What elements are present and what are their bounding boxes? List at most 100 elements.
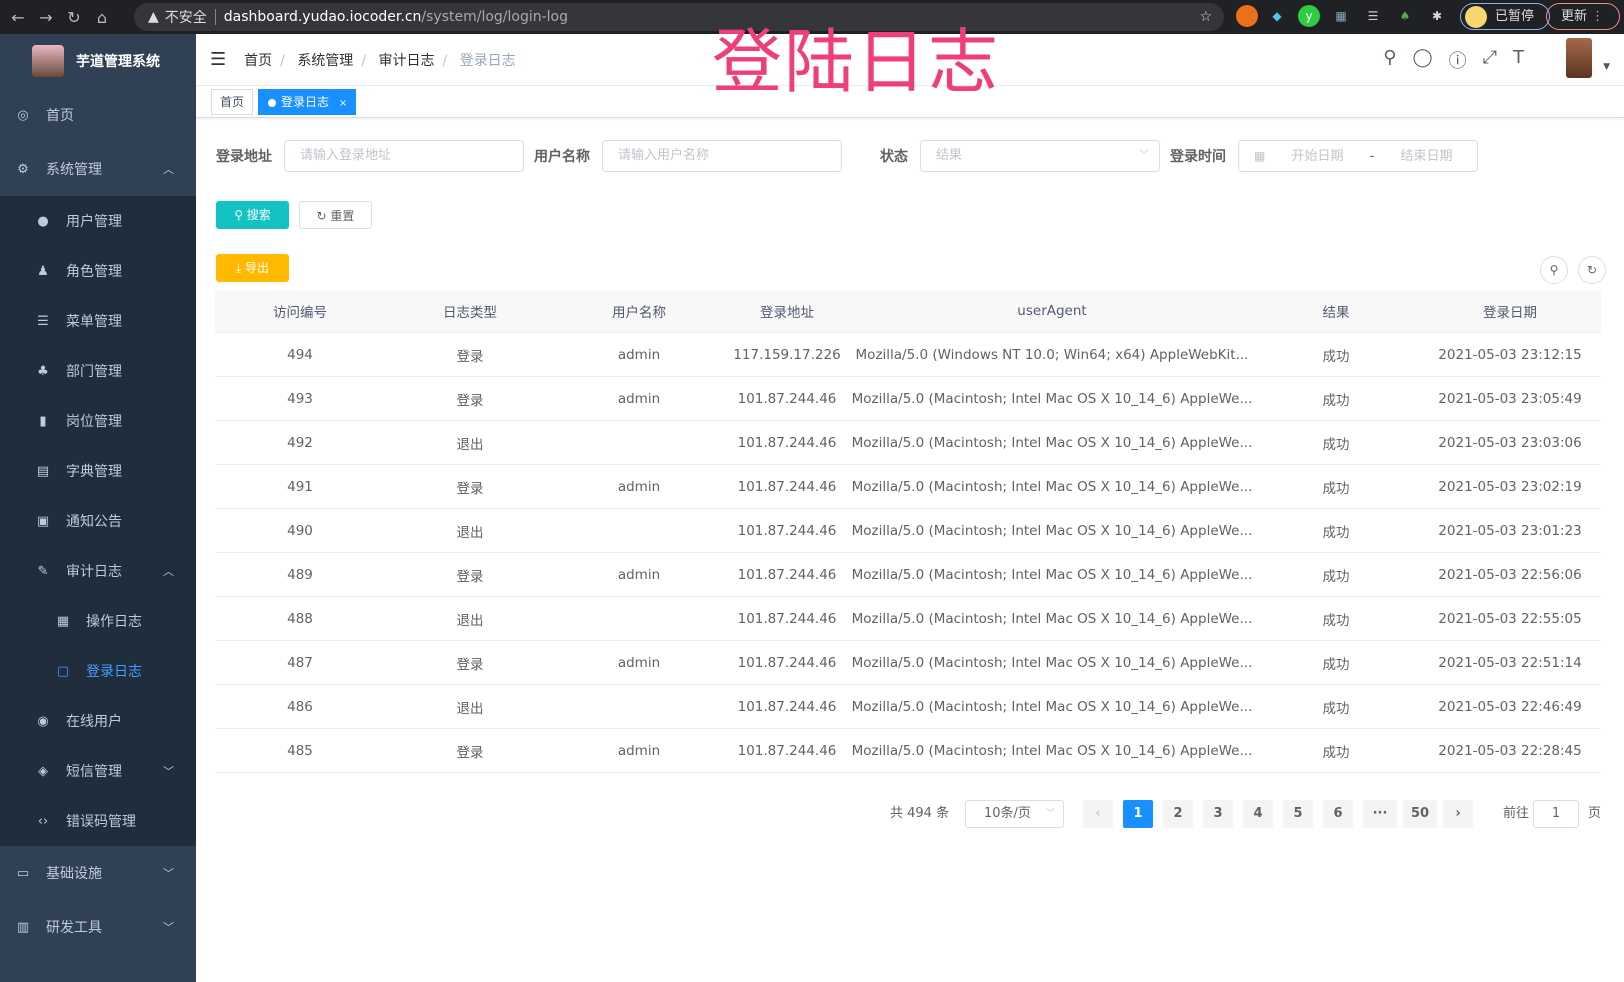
back-icon[interactable]: ← (11, 7, 25, 27)
sidebar-item[interactable]: ◈ 短信管理 ﹀ (0, 746, 196, 796)
status-label: 状态 (880, 149, 908, 165)
extension-icon[interactable]: ♠ (1399, 9, 1411, 23)
page-button[interactable]: 1 (1123, 800, 1153, 828)
breadcrumb-item[interactable]: 审计日志 (378, 52, 435, 69)
refresh-icon: ↻ (316, 209, 331, 223)
extension-icon[interactable]: ☰ (1367, 9, 1379, 23)
refresh-icon[interactable]: ↻ (1578, 256, 1606, 284)
sidebar-item[interactable]: ◉ 在线用户 (0, 696, 196, 746)
date-range-picker[interactable]: ▦ 开始日期 - 结束日期 (1238, 140, 1478, 172)
table-cell: 登录 (456, 480, 484, 497)
breadcrumb-item[interactable]: 首页 (244, 52, 273, 69)
sidebar-item-label: 短信管理 (66, 764, 122, 780)
page-button[interactable]: ··· (1363, 800, 1397, 828)
search-icon[interactable]: ⚲ (1383, 46, 1397, 68)
goto-label: 前往 (1503, 806, 1530, 821)
extension-icon[interactable] (1236, 5, 1258, 27)
table-cell: 成功 (1322, 568, 1350, 585)
profile-button[interactable]: 已暂停 (1460, 3, 1550, 30)
browser-toolbar: ← → ↻ ⌂ ▲ 不安全 dashboard.yudao.iocoder.cn… (0, 0, 1624, 34)
page-size-select[interactable]: 10条/页 ﹀ (965, 800, 1064, 828)
page-button[interactable]: 5 (1283, 800, 1313, 828)
sidebar-item-label: 基础设施 (46, 866, 102, 882)
caret-down-icon[interactable]: ▼ (1603, 62, 1610, 72)
update-button[interactable]: 更新 ⋮ (1546, 3, 1620, 30)
table-cell: 101.87.244.46 (737, 698, 837, 715)
sidebar-item[interactable]: ♣ 部门管理 (0, 346, 196, 396)
chevron-down-icon: ﹀ (1045, 809, 1055, 819)
sidebar-item[interactable]: ▥ 研发工具 ﹀ (0, 900, 196, 954)
column-header: 用户名称 (612, 305, 666, 321)
toggle-search-icon[interactable]: ⚲ (1540, 256, 1568, 284)
puzzle-icon[interactable]: ✱ (1431, 9, 1443, 23)
reset-label: 重置 (330, 209, 355, 223)
table-cell: Mozilla/5.0 (Macintosh; Intel Mac OS X 1… (851, 698, 1253, 715)
search-icon: ⚲ (234, 208, 247, 222)
goto-page-input[interactable]: 1 (1533, 800, 1579, 828)
sidebar: 芋道管理系统 ◎ 首页 ⚙ 系统管理 ︿ ● 用户管理 ♟ 角色管理 ☰ 菜单管理 ♣ 部门管理 ▮ 岗位管… (0, 34, 196, 982)
hamburger-icon[interactable]: ☰ (210, 49, 227, 70)
reload-icon[interactable]: ↻ (67, 7, 81, 27)
page-button[interactable]: 6 (1323, 800, 1353, 828)
fullscreen-icon[interactable]: ⤢ (1482, 46, 1497, 68)
sidebar-item[interactable]: ▣ 通知公告 (0, 496, 196, 546)
close-icon[interactable]: × (338, 98, 348, 109)
forward-icon[interactable]: → (39, 7, 53, 27)
page-button[interactable]: 2 (1163, 800, 1193, 828)
breadcrumb-item[interactable]: 系统管理 (297, 52, 354, 69)
bookmark-star-icon[interactable]: ☆ (1199, 9, 1212, 25)
extension-icon[interactable]: ◆ (1272, 9, 1282, 23)
avatar[interactable] (1566, 38, 1592, 78)
table-cell: 485 (287, 742, 313, 759)
table-row: 493 登录 admin 101.87.244.46 Mozilla/5.0 (Maci… (215, 377, 1601, 421)
question-icon[interactable]: ⓘ (1448, 50, 1467, 72)
reset-button[interactable]: ↻ 重置 (299, 201, 372, 229)
status-select[interactable]: 结果 ﹀ (920, 140, 1160, 172)
prev-page-button[interactable]: ‹ (1083, 800, 1113, 828)
page-button[interactable]: 4 (1243, 800, 1273, 828)
sidebar-item[interactable]: ⚙ 系统管理 ︿ (0, 142, 196, 196)
sidebar-item[interactable]: ☰ 菜单管理 (0, 296, 196, 346)
address-bar[interactable]: ▲ 不安全 dashboard.yudao.iocoder.cn/system/… (134, 3, 1224, 31)
end-date[interactable]: 结束日期 (1400, 149, 1453, 164)
search-button[interactable]: ⚲ 搜索 (216, 201, 289, 229)
chevron-icon: ︿ (163, 163, 174, 176)
export-button[interactable]: ⤓ 导出 (216, 254, 289, 282)
sidebar-logo[interactable]: 芋道管理系统 (0, 34, 196, 88)
tag-login-log[interactable]: 登录日志 × (258, 89, 357, 115)
sidebar-item[interactable]: ✎ 审计日志 ︿ (0, 546, 196, 596)
home-icon[interactable]: ⌂ (96, 7, 108, 27)
github-icon[interactable]: ◯ (1412, 46, 1433, 68)
page-button[interactable]: 50 (1403, 800, 1437, 828)
sidebar-item[interactable]: ▢ 登录日志 (0, 646, 196, 696)
next-page-button[interactable]: › (1443, 800, 1473, 828)
username-input[interactable]: 请输入用户名称 (602, 140, 842, 172)
tool-icon: ▥ (16, 919, 30, 935)
calendar-icon: ▦ (1254, 149, 1266, 163)
tree-table-icon: ☰ (37, 313, 49, 329)
sidebar-item[interactable]: ▮ 岗位管理 (0, 396, 196, 446)
table-cell: 退出 (456, 436, 484, 453)
sidebar-item[interactable]: ▤ 字典管理 (0, 446, 196, 496)
column-header: userAgent (1017, 303, 1087, 319)
sidebar-item[interactable]: ▦ 操作日志 (0, 596, 196, 646)
sidebar-item[interactable]: ‹› 错误码管理 (0, 796, 196, 846)
extension-icon[interactable]: y (1298, 5, 1320, 27)
online-icon: ◉ (37, 713, 49, 729)
extension-icon[interactable]: ▦ (1335, 9, 1347, 23)
tag-home[interactable]: 首页 (211, 89, 254, 115)
tag-label: 登录日志 (281, 95, 330, 109)
chevron-icon: ﹀ (163, 921, 174, 934)
sidebar-item[interactable]: ● 用户管理 (0, 196, 196, 246)
sidebar-item[interactable]: ◎ 首页 (0, 88, 196, 142)
page-button[interactable]: 3 (1203, 800, 1233, 828)
table-cell: 491 (287, 478, 313, 495)
table-cell: 101.87.244.46 (737, 610, 837, 627)
column-header: 结果 (1322, 305, 1350, 321)
font-size-icon[interactable]: T (1513, 46, 1524, 68)
range-separator: - (1369, 149, 1375, 164)
ip-input[interactable]: 请输入登录地址 (284, 140, 524, 172)
sidebar-item[interactable]: ▭ 基础设施 ﹀ (0, 846, 196, 900)
start-date[interactable]: 开始日期 (1291, 149, 1344, 164)
sidebar-item[interactable]: ♟ 角色管理 (0, 246, 196, 296)
